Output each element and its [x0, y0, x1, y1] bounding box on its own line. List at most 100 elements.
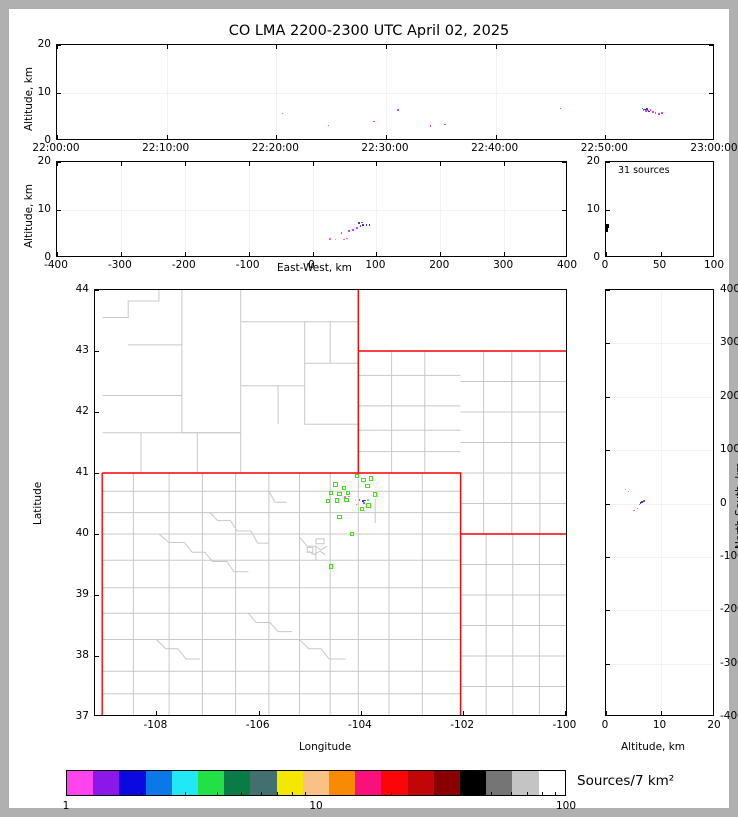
ns-panel-ytickmark [606, 396, 610, 398]
lma-source-point [358, 222, 361, 225]
colorbar-swatch-18[interactable] [538, 771, 565, 795]
lma-source-point [651, 111, 654, 113]
lma-source-point [361, 500, 364, 503]
source-density-cell [341, 486, 347, 491]
map-geography [101, 290, 566, 715]
map-ytick-label: 42 [75, 405, 89, 417]
ew-panel-xtickmark-top [312, 162, 314, 166]
ew-panel-xtick-label: -100 [235, 259, 260, 271]
ew-panel-xtickmark [120, 252, 122, 256]
lma-source-point [559, 107, 562, 110]
colorbar-swatch-12[interactable] [381, 771, 408, 795]
colorbar-swatch-0[interactable] [67, 771, 94, 795]
colorbar-swatch-4[interactable] [171, 771, 199, 795]
source-density-cell [359, 506, 365, 512]
time-panel-xtickmark [276, 135, 278, 139]
map-ytick-label: 37 [75, 710, 89, 722]
source-density-cell [334, 498, 340, 503]
time-panel-xtick-label: 23:00:00 [690, 142, 738, 154]
colorbar-swatch-7[interactable] [250, 771, 277, 795]
time-panel-ytickmark-right [709, 93, 713, 94]
ns-panel-ytick-label: -200 [720, 603, 738, 616]
north-south-height-panel[interactable] [605, 289, 714, 716]
map-xtick-label: -106 [245, 719, 270, 731]
colorbar-swatch-17[interactable] [512, 771, 539, 795]
ns-panel-ytickmark [606, 343, 610, 345]
source-density-cell [337, 514, 342, 520]
colorbar-swatch-16[interactable] [486, 771, 513, 795]
map-ytick-label: 44 [75, 283, 89, 295]
lma-source-point [645, 110, 647, 112]
ns-panel-ytick-label: -400 [720, 710, 738, 722]
colorbar-minor-tick [185, 792, 187, 796]
colorbar-swatch-13[interactable] [407, 771, 434, 795]
ns-panel-ytick-label: -100 [720, 549, 738, 562]
lma-source-point [354, 499, 357, 502]
lma-source-point [346, 237, 348, 240]
map-xtickmark [565, 711, 566, 715]
colorbar-swatch-14[interactable] [433, 771, 461, 795]
ew-panel-xtickmark-top [376, 162, 378, 166]
map-ytick-label: 43 [75, 344, 89, 356]
time-panel-xtickmark [386, 135, 387, 139]
map-ytickmark [95, 656, 99, 657]
colorbar-swatch-8[interactable] [276, 771, 303, 795]
source-density-cell [345, 490, 351, 496]
ew-panel-ytick-label: 0 [44, 251, 51, 263]
map-ytickmark [95, 595, 99, 596]
colorbar-swatch-2[interactable] [119, 771, 146, 795]
ew-panel-ytickmark-right [562, 162, 566, 163]
colorbar-swatch-15[interactable] [460, 771, 487, 795]
map-xtickmark [258, 711, 260, 715]
lma-source-point [364, 499, 367, 502]
ew-panel-xtick-label: 200 [429, 259, 450, 271]
time-panel-ytickmark-right [709, 45, 713, 46]
map-ytick-label: 40 [75, 527, 89, 539]
time-height-panel[interactable] [56, 44, 714, 140]
time-panel-xtick-label: 22:10:00 [142, 142, 190, 154]
ns-panel-ytick-label: -300 [720, 656, 738, 669]
colorbar-swatch-10[interactable] [329, 771, 356, 795]
lma-source-point [348, 495, 350, 498]
east-west-height-panel[interactable] [56, 161, 567, 257]
ew-panel-xtick-label: 0 [308, 259, 315, 271]
hist-panel-ytickmark [606, 162, 610, 163]
lma-source-point [641, 501, 644, 503]
ns-panel-xtick-label: 10 [652, 719, 667, 731]
lma-source-point [363, 502, 366, 504]
source-density-cell [373, 492, 378, 497]
ew-panel-xtickmark-top [57, 162, 58, 166]
colorbar-swatch-11[interactable] [355, 771, 382, 795]
lma-source-point [281, 112, 284, 115]
ns-panel-ytick-label: 300 [720, 336, 738, 349]
plan-view-map-panel[interactable] [94, 289, 567, 716]
colorbar-minor-tick [291, 792, 293, 796]
time-panel-xtick-label: 22:50:00 [580, 142, 628, 154]
colorbar-swatch-6[interactable] [224, 771, 251, 795]
lma-source-point [355, 503, 358, 506]
map-xtickmark [360, 711, 362, 715]
colorbar-swatch-3[interactable] [145, 771, 172, 795]
page-title: CO LMA 2200-2300 UTC April 02, 2025 [228, 23, 510, 39]
colorbar-swatch-5[interactable] [198, 771, 225, 795]
map-ytick-label: 39 [75, 588, 89, 600]
altitude-histogram-bar [606, 226, 609, 230]
lma-source-point [633, 509, 635, 512]
ns-panel-ytickmark [606, 503, 610, 505]
lma-source-point [359, 225, 362, 227]
hist-panel-ytickmark [606, 210, 610, 211]
sources-density-colorbar[interactable] [66, 770, 566, 796]
map-ytickmark [95, 351, 99, 352]
ew-panel-ytickmark [57, 210, 61, 211]
ew-panel-ylabel: Altitude, km [23, 183, 35, 248]
ew-panel-xtickmark-top [504, 162, 506, 166]
colorbar-swatch-1[interactable] [93, 771, 120, 795]
ew-panel-xtickmark [312, 252, 314, 256]
colorbar-swatch-9[interactable] [302, 771, 330, 795]
ns-panel-ytickmark [606, 290, 610, 291]
time-panel-xtickmark [166, 135, 168, 139]
map-ytickmark [95, 412, 99, 413]
altitude-histogram-bar [606, 228, 609, 232]
altitude-histogram-panel[interactable]: 31 sources [605, 161, 714, 257]
time-panel-xtick-label: 22:20:00 [251, 142, 299, 154]
